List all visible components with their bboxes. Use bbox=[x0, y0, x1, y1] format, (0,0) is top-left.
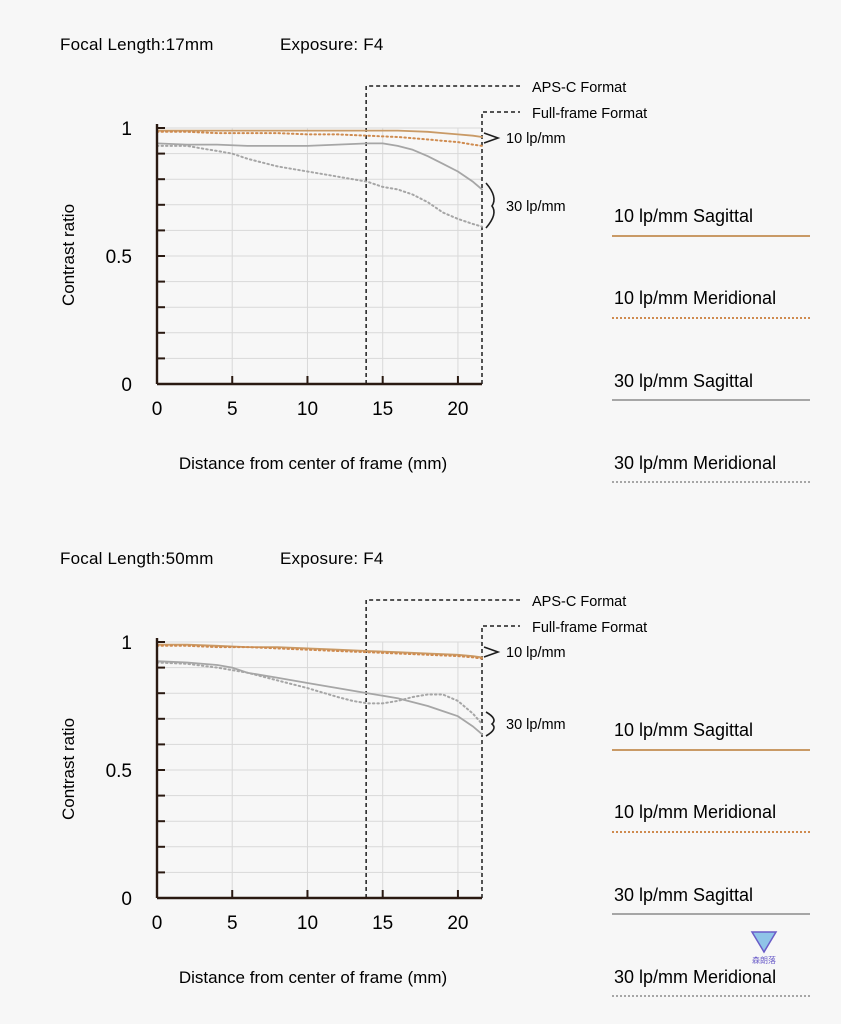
format-markers bbox=[365, 599, 520, 898]
y-tick-label: 0.5 bbox=[106, 761, 132, 782]
focal-length-label: Focal Length:17mm bbox=[60, 35, 214, 54]
series-lines bbox=[156, 643, 483, 736]
fullframe-format-marker bbox=[481, 625, 520, 898]
x-tick-label: 10 bbox=[297, 913, 318, 934]
legend-label-10-sagittal: 10 lp/mm Sagittal bbox=[614, 720, 753, 740]
y-tick-label: 1 bbox=[121, 633, 132, 654]
legend: 10 lp/mm Sagittal 10 lp/mm Meridional 30… bbox=[612, 720, 810, 997]
series-lines bbox=[156, 129, 483, 228]
x-tick-label: 15 bbox=[372, 399, 393, 420]
axes: 00.510 5 10 15 20 bbox=[106, 633, 482, 934]
lp10-arrow-icon bbox=[483, 132, 501, 144]
legend-label-10-sagittal: 10 lp/mm Sagittal bbox=[614, 206, 753, 226]
exposure-label: Exposure: F4 bbox=[280, 549, 384, 568]
grid bbox=[157, 127, 482, 384]
x-tick-label: 20 bbox=[447, 399, 468, 420]
legend-label-10-meridional: 10 lp/mm Meridional bbox=[614, 288, 776, 308]
x-tick-label: 20 bbox=[447, 913, 468, 934]
x-tick-label: 5 bbox=[227, 399, 238, 420]
legend: 10 lp/mm Sagittal 10 lp/mm Meridional 30… bbox=[612, 206, 810, 483]
series-10-lp-mm-meridional bbox=[156, 130, 483, 147]
watermark-icon bbox=[750, 931, 778, 954]
lp30-annotation: 30 lp/mm bbox=[506, 199, 566, 215]
format-markers bbox=[365, 85, 520, 384]
fullframe-format-label: Full-frame Format bbox=[532, 620, 647, 636]
series-30-lp-mm-meridional bbox=[156, 144, 483, 228]
x-axis-title: Distance from center of frame (mm) bbox=[179, 968, 447, 987]
mtf-chart-svg: Focal Length:17mm Exposure: F4 00.510 5 10… bbox=[59, 35, 810, 483]
y-tick-label: 0 bbox=[121, 375, 132, 396]
y-tick-label: 1 bbox=[121, 119, 132, 140]
legend-label-30-sagittal: 30 lp/mm Sagittal bbox=[614, 885, 753, 905]
x-tick-label: 0 bbox=[152, 913, 163, 934]
lp30-brace-icon bbox=[485, 182, 495, 229]
series-10-lp-mm-meridional bbox=[156, 644, 483, 660]
series-30-lp-mm-sagittal bbox=[156, 142, 483, 191]
apsc-format-label: APS-C Format bbox=[532, 594, 626, 610]
grid bbox=[157, 641, 482, 898]
watermark-logo: 森朗落 bbox=[750, 931, 778, 965]
y-axis-title: Contrast ratio bbox=[59, 718, 78, 820]
legend-label-10-meridional: 10 lp/mm Meridional bbox=[614, 802, 776, 822]
axes: 00.510 5 10 15 20 bbox=[106, 119, 482, 420]
legend-label-30-meridional: 30 lp/mm Meridional bbox=[614, 967, 776, 987]
x-tick-label: 5 bbox=[227, 913, 238, 934]
lp10-annotation: 10 lp/mm bbox=[506, 645, 566, 661]
apsc-format-label: APS-C Format bbox=[532, 80, 626, 96]
exposure-label: Exposure: F4 bbox=[280, 35, 384, 54]
y-axis-title: Contrast ratio bbox=[59, 204, 78, 306]
fullframe-format-marker bbox=[481, 111, 520, 384]
x-tick-label: 15 bbox=[372, 913, 393, 934]
apsc-format-marker bbox=[365, 599, 520, 898]
x-axis-title: Distance from center of frame (mm) bbox=[179, 454, 447, 473]
series-10-lp-mm-sagittal bbox=[156, 643, 483, 659]
fullframe-format-label: Full-frame Format bbox=[532, 106, 647, 122]
y-tick-label: 0.5 bbox=[106, 247, 132, 268]
legend-label-30-sagittal: 30 lp/mm Sagittal bbox=[614, 371, 753, 391]
lp10-annotation: 10 lp/mm bbox=[506, 131, 566, 147]
mtf-panel-17mm: Focal Length:17mm Exposure: F4 0 0.5 1 0 5 10… bbox=[0, 0, 841, 500]
watermark-text: 森朗落 bbox=[752, 955, 776, 965]
apsc-format-marker bbox=[365, 85, 520, 384]
lp30-annotation: 30 lp/mm bbox=[506, 717, 566, 733]
series-30-lp-mm-sagittal bbox=[156, 660, 483, 736]
x-tick-label: 0 bbox=[152, 399, 163, 420]
y-tick-label: 0 bbox=[121, 889, 132, 910]
mtf-panel-50mm: Focal Length:50mm Exposure: F4 0 0.5 1 0 5 10… bbox=[0, 514, 841, 1014]
mtf-chart-svg: Focal Length:50mm Exposure: F4 00.510 5 10… bbox=[59, 549, 810, 997]
legend-label-30-meridional: 30 lp/mm Meridional bbox=[614, 453, 776, 473]
lp30-brace-icon bbox=[485, 711, 495, 737]
series-10-lp-mm-sagittal bbox=[156, 129, 483, 138]
series-30-lp-mm-meridional bbox=[156, 661, 483, 725]
focal-length-label: Focal Length:50mm bbox=[60, 549, 214, 568]
x-tick-label: 10 bbox=[297, 399, 318, 420]
lp10-arrow-icon bbox=[483, 646, 501, 658]
